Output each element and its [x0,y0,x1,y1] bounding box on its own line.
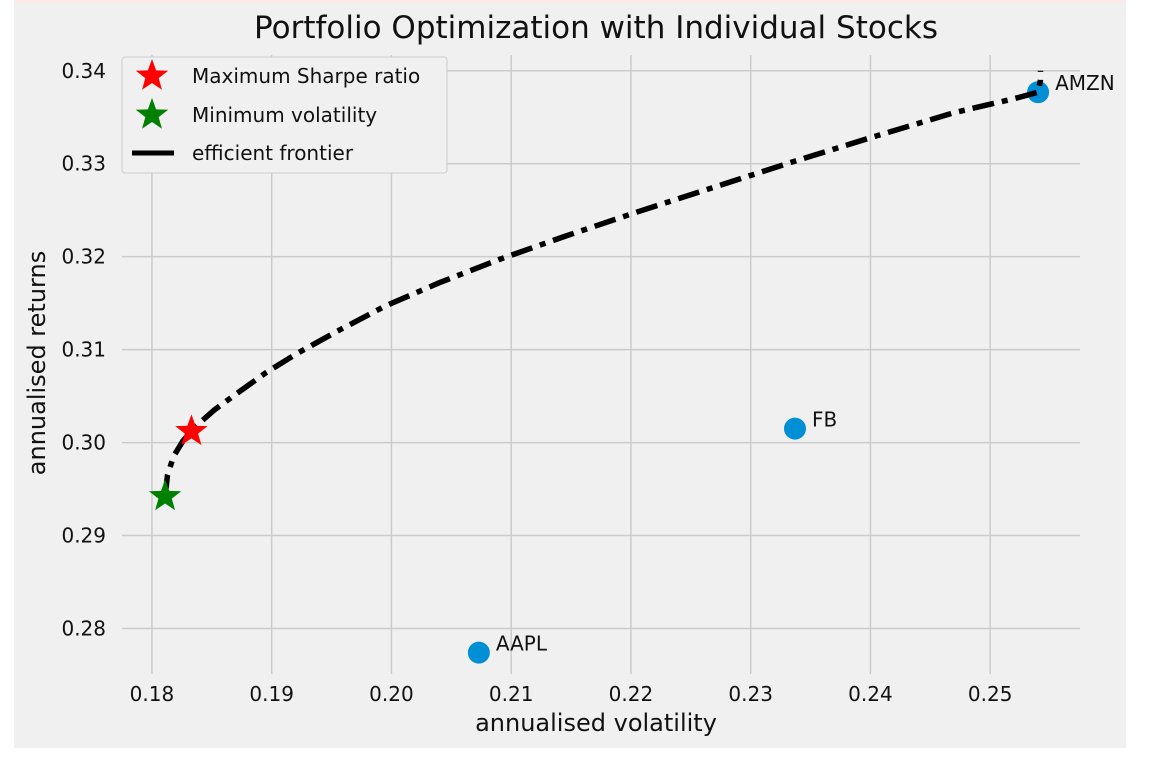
top-border [14,0,1126,3]
x-tick-label: 0.19 [249,682,294,706]
efficient-frontier [162,70,1044,497]
x-tick-label: 0.22 [609,682,654,706]
y-tick-label: 0.31 [61,338,106,362]
stock-label-fb: FB [812,408,837,432]
y-axis-ticks: 0.28 0.29 0.30 0.31 0.32 0.33 0.34 [61,59,106,641]
efficient-frontier-line [162,70,1044,497]
legend-label-0: Maximum Sharpe ratio [192,64,420,88]
y-tick-label: 0.28 [61,616,106,640]
legend-marker-1 [135,98,169,129]
chart-title: Portfolio Optimization with Individual S… [254,10,938,46]
x-tick-label: 0.18 [130,682,175,706]
x-axis-ticks: 0.18 0.19 0.20 0.21 0.22 0.23 0.24 0.25 [130,682,1013,706]
optimal-portfolios [148,414,208,511]
x-axis-label: annualised volatility [475,709,717,737]
x-tick-label: 0.25 [968,682,1013,706]
stock-label-amzn: AMZN [1055,71,1115,95]
legend-marker-0 [135,59,169,90]
legend-box [121,56,448,174]
x-tick-label: 0.21 [489,682,534,706]
legend-label-2: efficient frontier [192,141,354,165]
x-tick-label: 0.23 [728,682,773,706]
y-axis-label: annualised returns [23,251,51,475]
x-tick-label: 0.24 [848,682,893,706]
y-tick-label: 0.32 [61,245,106,269]
legend: Maximum Sharpe ratio Minimum volatility ef… [121,56,448,174]
stock-points: AAPL FB AMZN [467,71,1115,664]
stock-point-aapl [467,641,490,664]
y-tick-label: 0.33 [61,152,106,176]
max-sharpe-star [175,414,208,446]
stock-point-amzn [1027,81,1050,104]
y-tick-label: 0.30 [61,431,106,455]
min-volatility-star [148,479,182,511]
y-tick-label: 0.34 [61,59,106,83]
x-tick-label: 0.20 [369,682,414,706]
legend-label-1: Minimum volatility [192,103,377,127]
stock-label-aapl: AAPL [496,632,548,656]
y-tick-label: 0.29 [61,524,106,548]
stock-point-fb [783,417,806,440]
